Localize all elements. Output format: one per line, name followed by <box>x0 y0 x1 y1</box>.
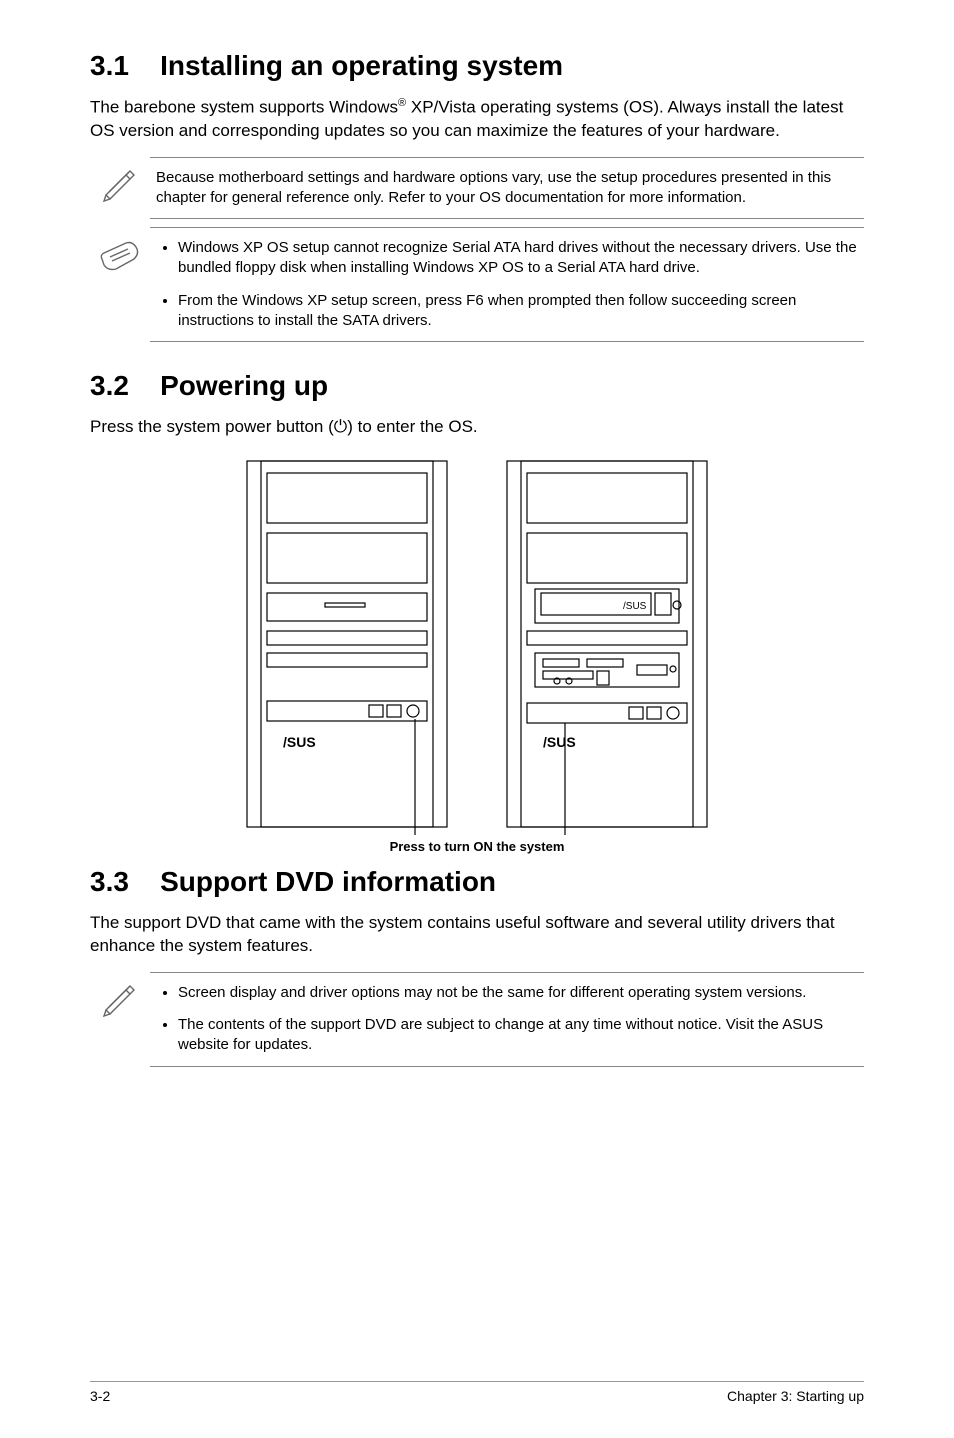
tower-figure-1: /SUS <box>237 455 457 835</box>
heading-num: 3.1 <box>90 50 129 81</box>
pencil-icon <box>90 157 150 205</box>
heading-3-3: 3.3 Support DVD information <box>90 866 864 898</box>
heading-3-2: 3.2 Powering up <box>90 370 864 402</box>
pencil-icon <box>90 972 150 1020</box>
figures-row: /SUS /SUS <box>90 455 864 835</box>
footer-left: 3-2 <box>90 1388 110 1404</box>
body-pre: Press the system power button ( <box>90 417 334 436</box>
note-bullet: The contents of the support DVD are subj… <box>178 1015 864 1056</box>
note-bullet: Windows XP OS setup cannot recognize Ser… <box>178 238 864 279</box>
note-content-2: Windows XP OS setup cannot recognize Ser… <box>150 227 864 342</box>
note-text: Because motherboard settings and hardwar… <box>156 169 831 206</box>
heading-text: Support DVD information <box>160 866 496 897</box>
heading-num: 3.3 <box>90 866 129 897</box>
note-bullet: Screen display and driver options may no… <box>178 983 864 1003</box>
hand-icon <box>90 227 150 279</box>
note-block-2: Windows XP OS setup cannot recognize Ser… <box>90 227 864 342</box>
note-content-3: Screen display and driver options may no… <box>150 972 864 1067</box>
svg-text:/SUS: /SUS <box>283 734 316 750</box>
heading-text: Installing an operating system <box>160 50 563 81</box>
body-3-2: Press the system power button (⏻) to ent… <box>90 416 864 439</box>
svg-text:/SUS: /SUS <box>623 601 647 612</box>
footer-right: Chapter 3: Starting up <box>727 1388 864 1404</box>
heading-3-1: 3.1 Installing an operating system <box>90 50 864 82</box>
figure-caption: Press to turn ON the system <box>90 839 864 854</box>
body-post: ) to enter the OS. <box>347 417 477 436</box>
page-footer: 3-2 Chapter 3: Starting up <box>90 1381 864 1404</box>
note-block-3: Screen display and driver options may no… <box>90 972 864 1067</box>
body-3-1: The barebone system supports Windows® XP… <box>90 96 864 143</box>
note-block-1: Because motherboard settings and hardwar… <box>90 157 864 220</box>
body-3-3: The support DVD that came with the syste… <box>90 912 864 958</box>
heading-text: Powering up <box>160 370 328 401</box>
note-bullet: From the Windows XP setup screen, press … <box>178 291 864 332</box>
power-icon: ⏻ <box>334 417 347 436</box>
page: 3.1 Installing an operating system The b… <box>0 0 954 1438</box>
tower-figure-2: /SUS /SUS <box>497 455 717 835</box>
note-content-1: Because motherboard settings and hardwar… <box>150 157 864 220</box>
heading-num: 3.2 <box>90 370 129 401</box>
svg-text:/SUS: /SUS <box>543 734 576 750</box>
